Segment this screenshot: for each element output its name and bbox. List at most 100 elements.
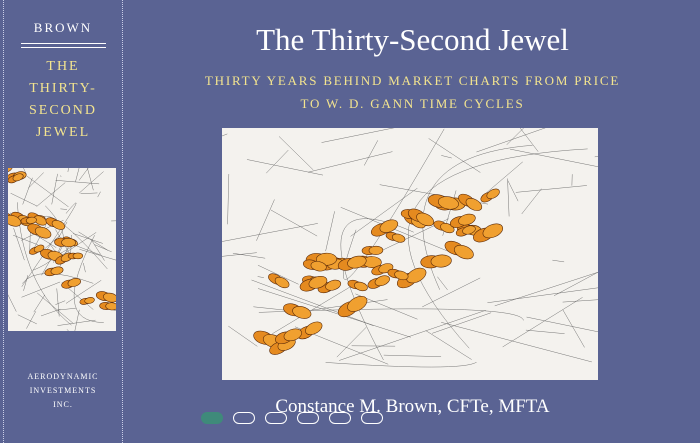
artwork-detail <box>383 354 442 357</box>
artwork-detail <box>105 302 116 311</box>
artwork-detail <box>521 188 542 215</box>
artwork-detail <box>487 287 598 303</box>
artwork-detail <box>340 207 461 257</box>
artwork-detail <box>305 321 323 335</box>
spine-title: SECOND <box>28 103 97 118</box>
cover-title: The Thirty-Second Jewel <box>256 22 569 57</box>
artwork-detail <box>78 231 108 251</box>
artwork-detail <box>34 226 52 239</box>
artwork-detail <box>502 297 583 348</box>
artwork-detail <box>257 276 264 278</box>
cover-author: Constance M. Brown, CFTe, MFTA <box>275 396 550 417</box>
carousel-dot[interactable] <box>265 412 287 424</box>
artwork-detail <box>430 254 452 268</box>
artwork-detail <box>51 173 58 205</box>
artwork-detail <box>321 128 395 143</box>
artwork-detail <box>391 233 406 243</box>
cover-subtitle: TO W. D. GANN TIME CYCLES <box>300 96 525 111</box>
carousel-dot[interactable] <box>361 412 383 424</box>
artwork-detail <box>465 198 483 211</box>
spine-publisher: AERODYNAMIC <box>27 372 99 381</box>
artwork-detail <box>441 322 592 363</box>
artwork-detail <box>507 178 510 217</box>
artwork-detail <box>23 168 27 175</box>
artwork-detail <box>453 244 474 260</box>
artwork-detail <box>23 275 29 291</box>
artwork-detail <box>10 192 38 207</box>
artwork-detail <box>283 328 302 342</box>
artwork-detail <box>278 136 314 171</box>
artwork-detail <box>266 149 289 174</box>
carousel-dot[interactable] <box>297 412 319 424</box>
artwork-detail <box>26 311 37 329</box>
artwork-detail <box>57 307 76 311</box>
artwork-detail <box>33 244 45 253</box>
spine-title: THE <box>46 59 80 74</box>
carousel-dot[interactable] <box>201 412 223 424</box>
artwork-detail <box>416 212 435 227</box>
artwork-detail <box>437 196 459 210</box>
artwork-detail <box>251 279 374 326</box>
artwork-detail <box>84 297 95 304</box>
artwork-detail <box>228 325 258 347</box>
artwork-detail <box>476 128 546 153</box>
artwork-detail <box>13 228 25 261</box>
artwork-detail <box>437 276 448 291</box>
artwork-detail <box>354 281 368 292</box>
artwork-detail <box>462 225 476 235</box>
artwork-detail <box>310 261 327 272</box>
artwork-detail <box>94 244 112 253</box>
artwork-detail <box>17 314 37 325</box>
artwork-detail <box>364 140 378 166</box>
artwork-detail <box>494 272 598 307</box>
artwork-detail <box>374 275 390 287</box>
artwork-detail <box>350 187 418 237</box>
spine-title: THIRTY- <box>29 81 97 96</box>
artwork-detail <box>428 138 481 173</box>
artwork-detail <box>441 155 452 159</box>
artwork-detail <box>481 161 523 197</box>
artwork-detail <box>87 168 94 191</box>
artwork-detail <box>525 329 565 334</box>
artwork-detail <box>74 309 80 331</box>
artwork-detail <box>227 174 230 225</box>
artwork-detail <box>379 219 399 233</box>
artwork-detail <box>8 294 17 312</box>
artwork-detail <box>368 245 384 255</box>
artwork-detail <box>406 267 427 284</box>
artwork-detail <box>222 223 318 242</box>
artwork-detail <box>80 192 98 194</box>
artwork-detail <box>222 133 228 137</box>
artwork-detail <box>270 209 318 237</box>
artwork-detail <box>257 265 299 285</box>
artwork-detail <box>12 173 24 182</box>
artwork-detail <box>272 283 356 334</box>
artwork-detail <box>72 252 84 260</box>
artwork-detail <box>422 145 533 290</box>
artwork-detail <box>36 182 66 207</box>
artwork-detail <box>21 202 77 287</box>
carousel-dot[interactable] <box>233 412 255 424</box>
spine-publisher: INVESTMENTS <box>29 386 97 395</box>
artwork-detail <box>347 255 367 269</box>
artwork-detail <box>519 128 539 152</box>
artwork-detail <box>50 266 64 275</box>
cover-artwork <box>222 128 598 380</box>
artwork-detail <box>60 208 67 210</box>
artwork-detail <box>258 308 524 321</box>
artwork-detail <box>325 362 477 368</box>
artwork-detail <box>40 308 61 317</box>
artwork-detail <box>25 216 37 224</box>
artwork-detail <box>256 199 275 241</box>
artwork-detail <box>33 294 46 313</box>
artwork-detail <box>509 148 598 167</box>
artwork-detail <box>73 235 104 323</box>
carousel-dot[interactable] <box>329 412 351 424</box>
artwork-detail <box>339 310 486 361</box>
artwork-detail <box>26 176 69 207</box>
artwork-detail <box>22 273 94 284</box>
artwork-detail <box>67 168 69 172</box>
artwork-detail <box>308 151 393 173</box>
artwork-detail <box>56 288 60 317</box>
